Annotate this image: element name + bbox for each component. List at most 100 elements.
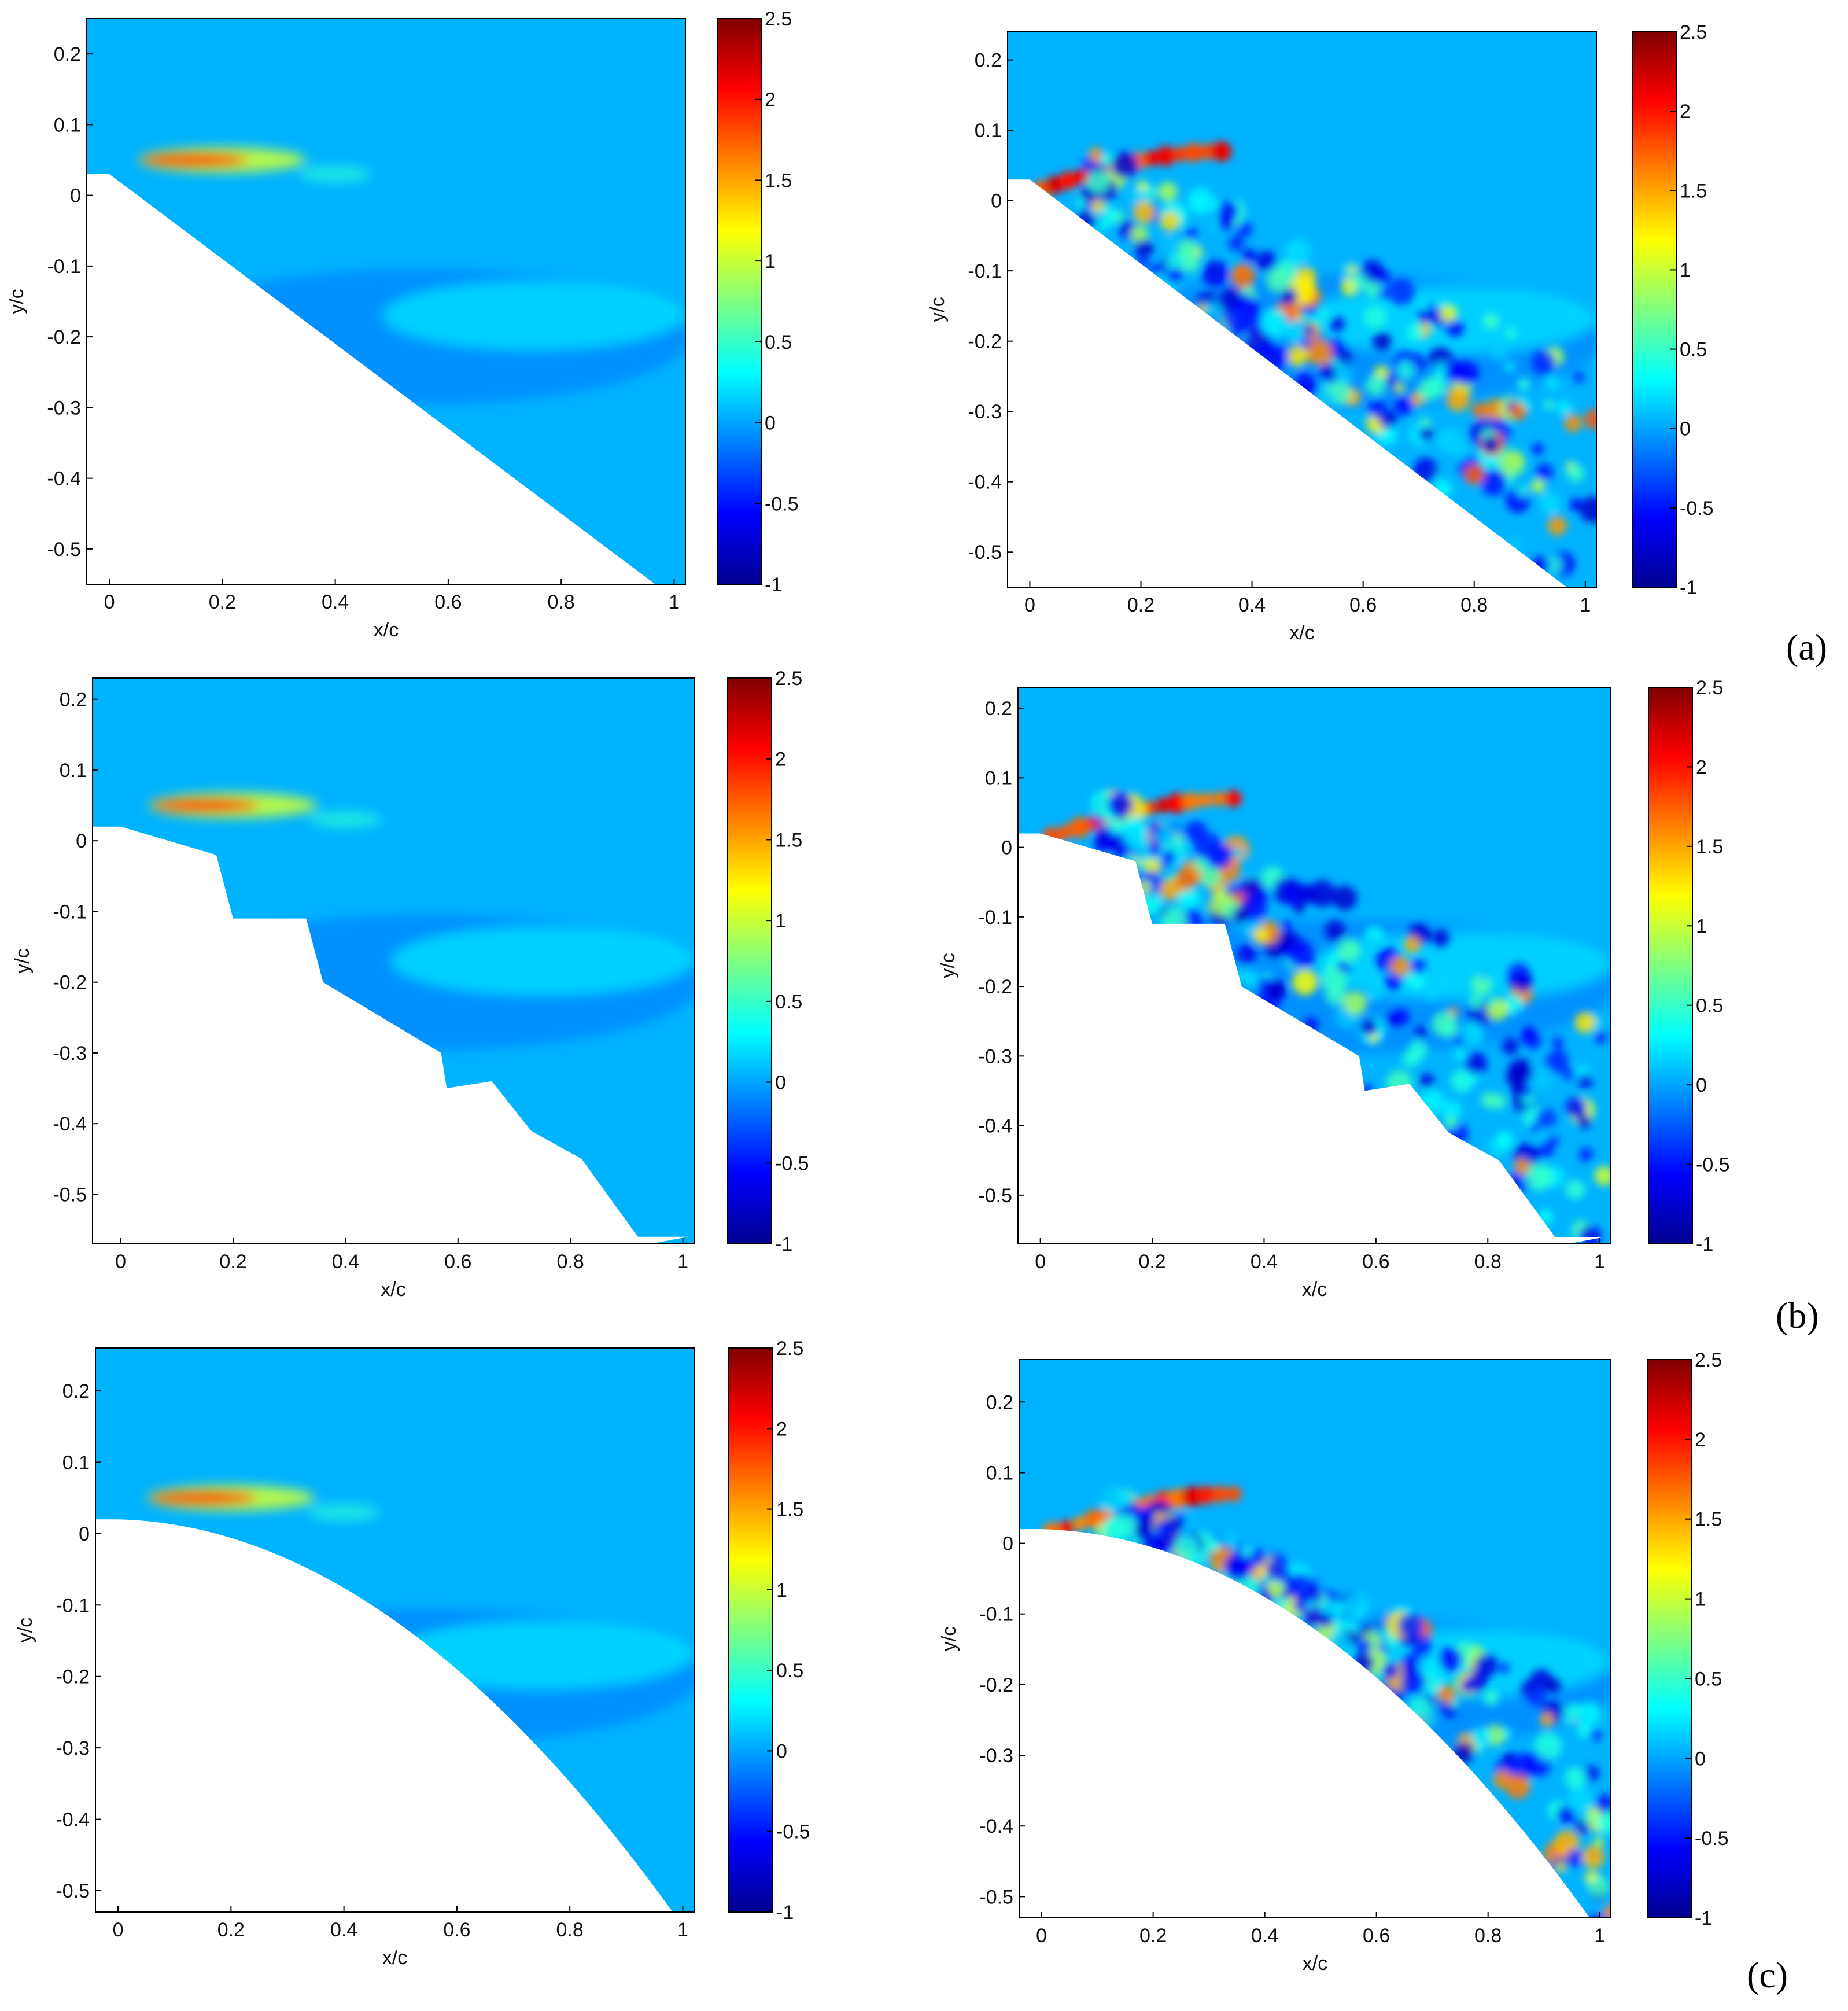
vortex-blob bbox=[1531, 478, 1545, 493]
vortex-blob bbox=[1363, 305, 1387, 329]
vortex-blob bbox=[1490, 1093, 1506, 1110]
vortex-blob bbox=[1330, 316, 1345, 332]
vortex-blob bbox=[1442, 1100, 1462, 1120]
vortex-blob bbox=[1167, 268, 1182, 283]
shear-vortex bbox=[1211, 141, 1232, 162]
vortex-blob bbox=[1520, 1085, 1532, 1097]
vortex-blob bbox=[1347, 264, 1358, 275]
shear-vortex bbox=[1045, 176, 1064, 194]
vortex-blob bbox=[1540, 1712, 1554, 1727]
y-tick-label: 0.1 bbox=[975, 120, 1002, 142]
x-tick-label: 0.6 bbox=[434, 591, 462, 613]
colorbar-tick-label: 1.5 bbox=[776, 1499, 803, 1521]
vortex-blob bbox=[1589, 1729, 1601, 1741]
plot-frame bbox=[92, 677, 695, 1244]
vortex-blob bbox=[1252, 927, 1269, 944]
vortex-blob bbox=[1424, 985, 1439, 999]
vortex-blob bbox=[1517, 378, 1530, 391]
plot-frame bbox=[95, 1347, 695, 1913]
colorbar-tick-label: 1 bbox=[776, 1579, 787, 1601]
vortex-blob bbox=[1567, 1787, 1594, 1813]
panel-a-right: 0 0.2 0.4 0.6 0.8 1 0.2 0.1 0 -0.1 -0.2 -0.3 -0.4 -0.… bbox=[927, 21, 1714, 644]
vortex-blob bbox=[1367, 398, 1388, 418]
x-tick-label: 0.8 bbox=[556, 1919, 584, 1941]
y-tick-label: -0.2 bbox=[56, 1666, 90, 1688]
shear-vortex bbox=[1212, 791, 1227, 806]
vortex-blob bbox=[1422, 1674, 1441, 1694]
vortex-blobs bbox=[1031, 141, 1596, 576]
colorbar-tick-label: -0.5 bbox=[776, 1821, 810, 1843]
vortex-blob bbox=[1293, 1599, 1307, 1613]
y-tick-label: -0.4 bbox=[53, 1113, 87, 1135]
vortex-blob bbox=[1174, 870, 1196, 892]
y-tick-label: -0.2 bbox=[979, 1674, 1013, 1696]
vortex-blob bbox=[1532, 443, 1544, 455]
colorbar-tick-label: -1 bbox=[1695, 1907, 1712, 1929]
vortex-blob bbox=[1241, 970, 1260, 989]
vortex-blob bbox=[1229, 236, 1244, 251]
vortex-blob bbox=[1506, 1774, 1530, 1799]
y-axis-label: y/c bbox=[12, 948, 34, 973]
shear-vortex bbox=[1182, 1486, 1203, 1507]
y-tick-label: -0.1 bbox=[968, 260, 1002, 282]
y-tick-label: -0.4 bbox=[968, 472, 1002, 493]
vortex-blob bbox=[1414, 1026, 1428, 1039]
y-tick-label: -0.3 bbox=[968, 401, 1002, 423]
colorbar-tick-label: 1.5 bbox=[765, 170, 792, 191]
colorbar bbox=[1632, 31, 1677, 588]
y-axis-label: y/c bbox=[938, 1626, 960, 1651]
vortex-blob bbox=[1508, 1058, 1533, 1084]
heatmap-field bbox=[1018, 687, 1611, 1244]
vortex-blob bbox=[1395, 382, 1405, 393]
airfoil-body-mask bbox=[1008, 179, 1567, 587]
shear-vortex bbox=[1069, 817, 1090, 838]
vortex-blob bbox=[1595, 1794, 1611, 1814]
vortex-blob bbox=[1334, 1609, 1345, 1622]
shear-vortex bbox=[1058, 824, 1073, 839]
vortex-blob bbox=[1442, 1022, 1458, 1038]
vortex-blob bbox=[1133, 201, 1156, 224]
y-tick-label: 0 bbox=[1002, 1533, 1013, 1555]
colorbar-tick-label: 2 bbox=[776, 1418, 787, 1440]
vortex-blob bbox=[1113, 1513, 1137, 1537]
colorbar bbox=[728, 1347, 773, 1913]
colorbar-tick-label: 1.5 bbox=[1680, 180, 1707, 202]
x-tick-label: 0.2 bbox=[1138, 1251, 1165, 1273]
colorbar-tick-label: 1 bbox=[765, 251, 776, 272]
vortex-blob bbox=[1524, 1163, 1552, 1191]
y-tick-label: 0.1 bbox=[985, 767, 1012, 789]
vortex-blob bbox=[1566, 1849, 1584, 1867]
vortex-blob bbox=[1194, 856, 1209, 871]
vortex-blob bbox=[1372, 332, 1392, 351]
vortex-blob bbox=[1266, 1557, 1289, 1581]
panel-c-right: 0 0.2 0.4 0.6 0.8 1 0.2 0.1 0 -0.1 -0.2 -0.3 -0.4 -0.… bbox=[938, 1349, 1729, 1975]
shear-layer-tail bbox=[299, 165, 371, 182]
vortex-blob bbox=[1233, 907, 1249, 924]
vortex-blob bbox=[1137, 181, 1148, 191]
y-tick-label: 0 bbox=[70, 185, 81, 207]
vortex-blob bbox=[1279, 288, 1297, 305]
shear-layer-tail bbox=[308, 1504, 380, 1520]
vortex-blob bbox=[1292, 969, 1318, 995]
x-tick-label: 0.2 bbox=[217, 1919, 245, 1941]
colorbar-tick-label: 0.5 bbox=[776, 1660, 803, 1682]
y-tick-label: 0.2 bbox=[60, 689, 87, 711]
colorbar-tick-label: 2.5 bbox=[1680, 21, 1707, 43]
y-tick-label: 0.2 bbox=[975, 50, 1002, 72]
vortex-blob bbox=[1299, 885, 1318, 904]
shear-layer-core bbox=[140, 153, 248, 167]
vortex-blob bbox=[1482, 436, 1500, 454]
vortex-blob bbox=[1460, 1678, 1476, 1693]
vortex-blob bbox=[1320, 966, 1348, 993]
colorbar-tick-label: -1 bbox=[775, 1233, 792, 1255]
vortex-blob bbox=[1105, 833, 1131, 858]
vortex-blob bbox=[1474, 1653, 1498, 1678]
y-tick-label: -0.4 bbox=[978, 1115, 1012, 1137]
x-tick-label: 1 bbox=[669, 591, 680, 613]
vortex-blob bbox=[1178, 887, 1200, 910]
vortex-blob bbox=[1536, 463, 1554, 481]
vortex-blob bbox=[1364, 281, 1381, 297]
vortex-blob bbox=[1286, 940, 1315, 968]
x-tick-label: 0.4 bbox=[1238, 594, 1266, 616]
panels-layer: 0 0.2 0.4 0.6 0.8 1 0.2 0.1 0 -0.1 -0.2 -0.3 -0.4 -0.… bbox=[6, 8, 1730, 1975]
